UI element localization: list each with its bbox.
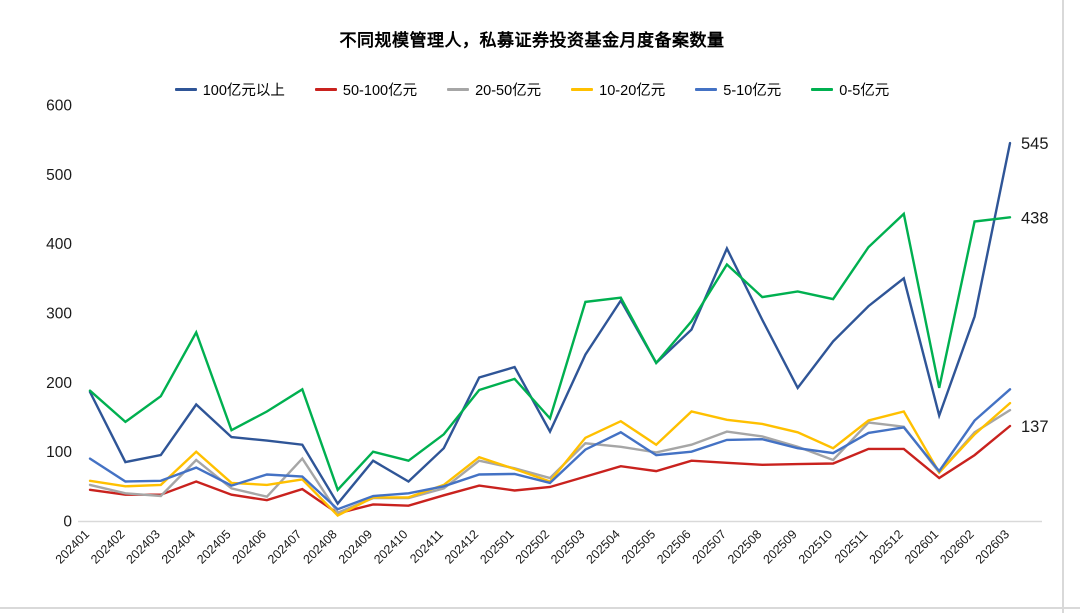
end-value-label: 137 (1021, 418, 1049, 436)
x-tick-label: 202407 (265, 527, 304, 566)
x-tick-label: 202512 (867, 527, 906, 566)
y-tick-label: 600 (46, 98, 72, 115)
legend-swatch (174, 88, 197, 91)
x-tick-label: 202507 (690, 527, 729, 566)
end-value-label: 545 (1021, 135, 1049, 153)
legend-swatch (447, 88, 470, 91)
legend-label: 50-100亿元 (342, 83, 418, 99)
x-tick-label: 202503 (548, 527, 587, 566)
x-tick-label: 202401 (53, 527, 92, 566)
x-tick-label: 202506 (654, 527, 693, 566)
x-tick-label: 202409 (336, 527, 375, 566)
x-tick-label: 202404 (159, 527, 198, 566)
legend-label: 10-20亿元 (599, 83, 666, 99)
x-tick-label: 202408 (300, 527, 339, 566)
y-tick-label: 500 (46, 167, 72, 184)
legend-item-0-5亿元: 0-5亿元 (811, 79, 889, 100)
y-tick-label: 0 (63, 514, 72, 531)
x-tick-label: 202511 (832, 527, 871, 566)
series-line-100亿元以上 (88, 141, 1012, 506)
legend-item-100亿元以上: 100亿元以上 (174, 79, 285, 100)
legend-item-50-100亿元: 50-100亿元 (314, 79, 418, 100)
legend-swatch (314, 88, 337, 91)
x-tick-label: 202602 (937, 527, 976, 566)
x-tick-label: 202505 (619, 527, 658, 566)
legend-item-10-20亿元: 10-20亿元 (571, 79, 665, 100)
y-tick-label: 400 (46, 236, 72, 253)
x-tick-label: 202508 (725, 527, 764, 566)
end-value-label: 438 (1021, 209, 1049, 227)
y-tick-label: 100 (46, 444, 72, 461)
x-tick-label: 202405 (194, 527, 233, 566)
legend-label: 0-5亿元 (839, 83, 890, 99)
window-bottom-border (0, 607, 1080, 609)
legend-label: 5-10亿元 (723, 83, 782, 99)
legend: 100亿元以上 50-100亿元 20-50亿元 10-20亿元 5-10亿元 0-5亿元 (0, 79, 1064, 100)
legend-item-20-50亿元: 20-50亿元 (447, 79, 541, 100)
x-tick-label: 202502 (513, 527, 552, 566)
x-tick-label: 202504 (583, 527, 622, 566)
y-tick-label: 300 (46, 306, 72, 323)
x-tick-label: 202402 (88, 527, 127, 566)
legend-item-5-10亿元: 5-10亿元 (695, 79, 781, 100)
x-tick-label: 202411 (407, 527, 446, 566)
window-right-border (1062, 0, 1064, 613)
legend-swatch (695, 88, 718, 91)
legend-swatch (811, 88, 834, 91)
y-tick-label: 200 (46, 375, 72, 392)
x-tick-label: 202510 (796, 527, 835, 566)
series-line-50-100亿元 (88, 424, 1012, 515)
x-tick-label: 202601 (902, 527, 941, 566)
x-tick-label: 202412 (442, 527, 481, 566)
x-tick-label: 202410 (371, 527, 410, 566)
x-tick-label: 202509 (760, 527, 799, 566)
series-line-5-10亿元 (88, 388, 1012, 511)
x-tick-label: 202501 (477, 527, 516, 566)
series-line-20-50亿元 (88, 408, 1012, 515)
x-tick-label: 202603 (973, 527, 1012, 566)
legend-label: 100亿元以上 (202, 83, 285, 99)
x-tick-label: 202406 (230, 527, 269, 566)
legend-swatch (571, 88, 594, 91)
chart-title: 不同规模管理人，私募证券投资基金月度备案数量 (339, 31, 725, 50)
x-tick-label: 202403 (123, 527, 162, 566)
series-line-0-5亿元 (88, 211, 1012, 493)
legend-label: 20-50亿元 (475, 83, 542, 99)
